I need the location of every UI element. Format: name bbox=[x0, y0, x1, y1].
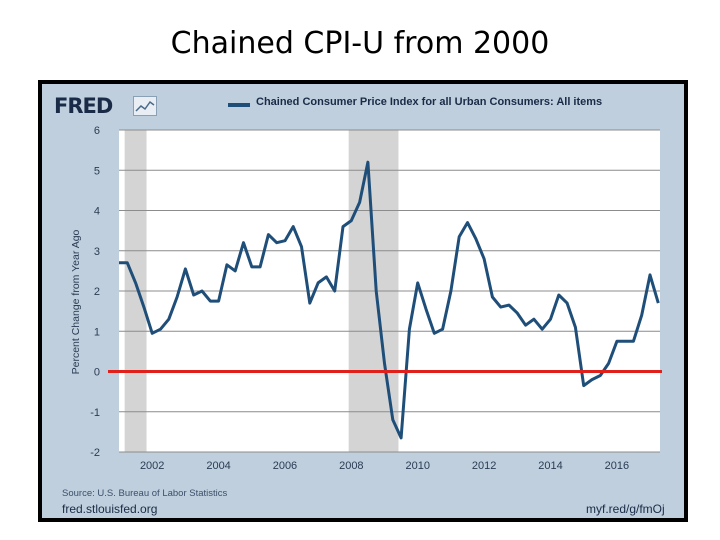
series-line-0 bbox=[119, 160, 660, 440]
line-chart: -2 -1 0 1 2 3 4 5 6 2002 2004 2006 2008 2010 2012 2014 2… bbox=[90, 125, 662, 472]
fred-graph-icon-glyph bbox=[135, 100, 155, 112]
y-tick-label: 3 bbox=[94, 246, 100, 258]
chart-frame: FRED Chained Consumer Price Index for al… bbox=[38, 80, 688, 522]
x-tick-label: 2012 bbox=[472, 460, 496, 472]
y-tick-label: 2 bbox=[94, 286, 100, 298]
chart-panel: FRED Chained Consumer Price Index for al… bbox=[42, 84, 684, 518]
fred-logo: FRED bbox=[54, 94, 113, 118]
y-tick-label: -1 bbox=[90, 407, 100, 419]
x-tick-label: 2006 bbox=[273, 460, 297, 472]
x-tick-label: 2002 bbox=[140, 460, 164, 472]
legend-label: Chained Consumer Price Index for all Urb… bbox=[256, 96, 603, 108]
x-tick-label: 2008 bbox=[339, 460, 363, 472]
x-tick-label: 2010 bbox=[405, 460, 429, 472]
y-tick-label: 5 bbox=[94, 165, 100, 177]
source-note: Source: U.S. Bureau of Labor Statistics bbox=[62, 488, 228, 499]
y-tick-label: 0 bbox=[94, 367, 100, 379]
x-tick-label: 2016 bbox=[605, 460, 629, 472]
short-link[interactable]: myf.red/g/fmOj bbox=[586, 502, 665, 516]
y-tick-label: 4 bbox=[94, 206, 100, 218]
fred-graph-icon bbox=[133, 96, 157, 116]
y-tick-label: -2 bbox=[90, 447, 100, 459]
y-tick-label: 6 bbox=[94, 125, 100, 137]
fred-site-link[interactable]: fred.stlouisfed.org bbox=[62, 502, 158, 516]
slide-title: Chained CPI-U from 2000 bbox=[170, 26, 550, 61]
legend-swatch bbox=[228, 103, 250, 107]
x-tick-label: 2004 bbox=[206, 460, 230, 472]
y-tick-label: 1 bbox=[94, 326, 100, 338]
x-tick-label: 2014 bbox=[538, 460, 562, 472]
